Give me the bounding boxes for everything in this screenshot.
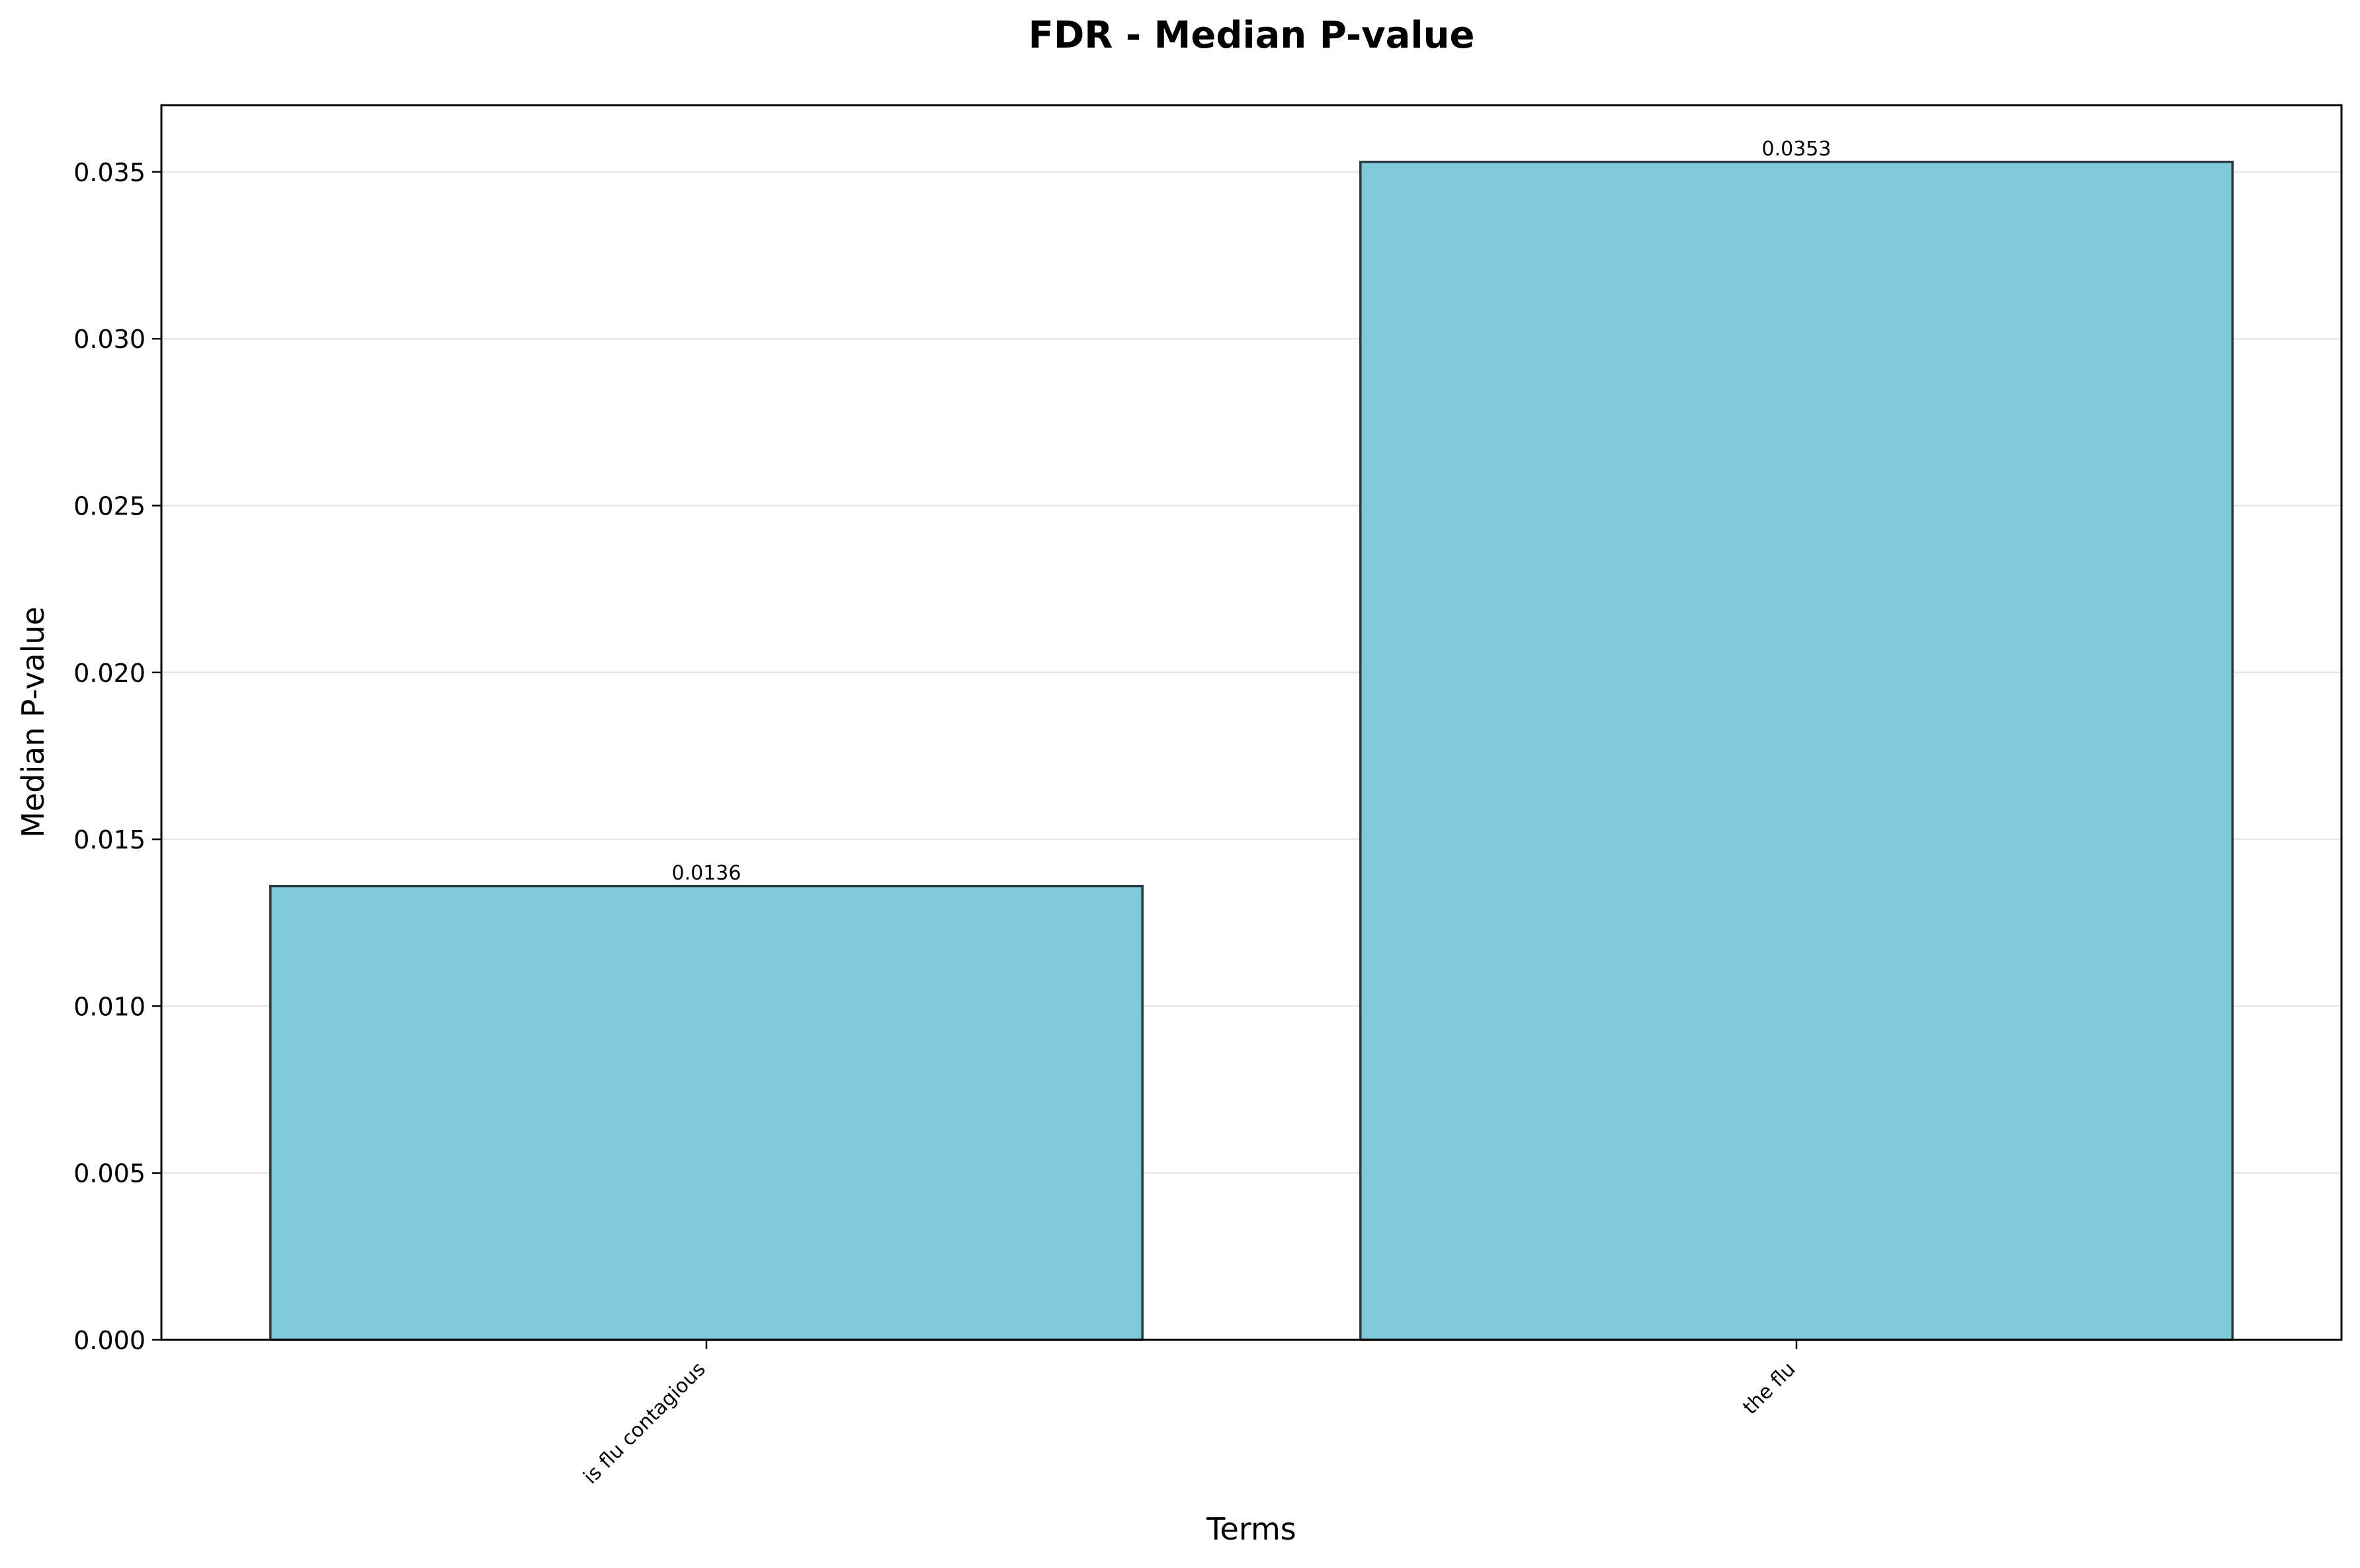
y-tick-label: 0.035 — [73, 158, 146, 187]
y-axis-ticks: 0.000 0.005 0.010 0.015 0.020 0.025 0.030 0.035 — [73, 158, 161, 1355]
plot-area-frame — [160, 104, 2343, 1341]
x-axis-ticks: is flu contagious the flu — [579, 1340, 1800, 1489]
y-tick-label: 0.000 — [73, 1326, 146, 1355]
y-axis-label: Median P-value — [15, 606, 51, 838]
x-tick-label: the flu — [1739, 1358, 1800, 1419]
x-axis-label: Terms — [1206, 1511, 1296, 1547]
y-tick-label: 0.025 — [73, 492, 146, 521]
bars: 0.0136 0.0353 — [269, 138, 2234, 1341]
y-tick-label: 0.030 — [73, 325, 146, 354]
y-tick-label: 0.020 — [73, 659, 146, 688]
bar-data-label: 0.0136 — [672, 862, 741, 885]
chart-title: FDR - Median P-value — [1029, 14, 1475, 57]
bar-data-label: 0.0353 — [1762, 138, 1832, 161]
x-tick-label: is flu contagious — [579, 1358, 710, 1489]
y-tick-label: 0.015 — [73, 825, 146, 854]
bar — [269, 885, 1144, 1341]
y-tick-label: 0.005 — [73, 1159, 146, 1188]
y-tick-label: 0.010 — [73, 992, 146, 1021]
bar — [1359, 161, 2234, 1341]
